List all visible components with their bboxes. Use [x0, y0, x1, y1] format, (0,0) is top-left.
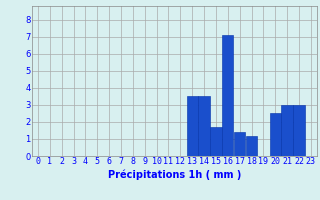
X-axis label: Précipitations 1h ( mm ): Précipitations 1h ( mm ): [108, 169, 241, 180]
Bar: [210, 127, 221, 156]
Bar: [222, 35, 233, 156]
Bar: [293, 105, 305, 156]
Bar: [246, 136, 257, 156]
Bar: [198, 96, 210, 156]
Bar: [270, 113, 281, 156]
Bar: [187, 96, 198, 156]
Bar: [234, 132, 245, 156]
Bar: [282, 105, 293, 156]
